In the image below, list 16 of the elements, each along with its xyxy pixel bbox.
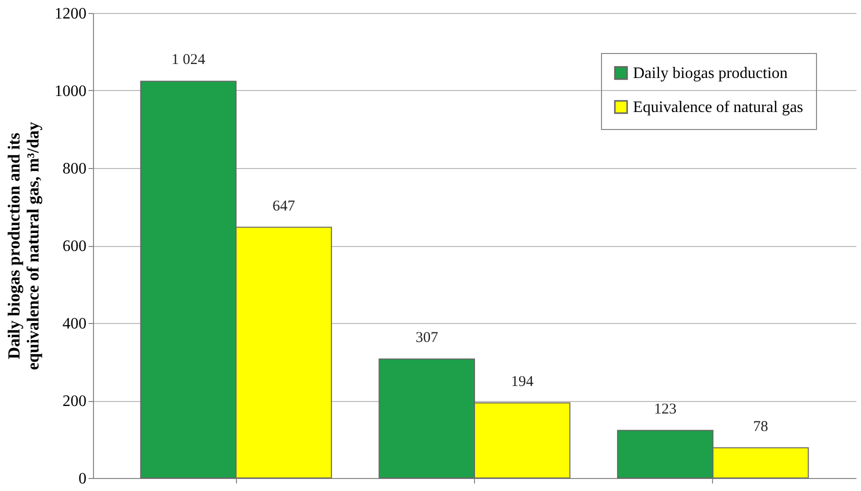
y-tick-label: 0 — [78, 470, 86, 488]
data-label: 647 — [272, 198, 296, 214]
data-label: 194 — [510, 374, 534, 390]
y-axis-title: Daily biogas production and its equivalence of natural gas, m³/day — [4, 121, 42, 370]
data-label: 307 — [416, 330, 439, 346]
data-label: 123 — [654, 401, 676, 418]
data-label: 1 024 — [172, 52, 206, 68]
legend-label: Daily biogas production — [633, 65, 788, 82]
y-tick-label: 200 — [62, 393, 86, 410]
y-tick-label: 1200 — [54, 6, 86, 22]
data-label: 78 — [753, 418, 768, 435]
legend-label: Equivalence of natural gas — [633, 99, 804, 116]
y-tick-label: 600 — [62, 238, 86, 255]
y-tick-label: 400 — [62, 316, 86, 332]
y-tick-label: 800 — [62, 160, 86, 178]
y-tick-label: 1000 — [54, 83, 86, 100]
